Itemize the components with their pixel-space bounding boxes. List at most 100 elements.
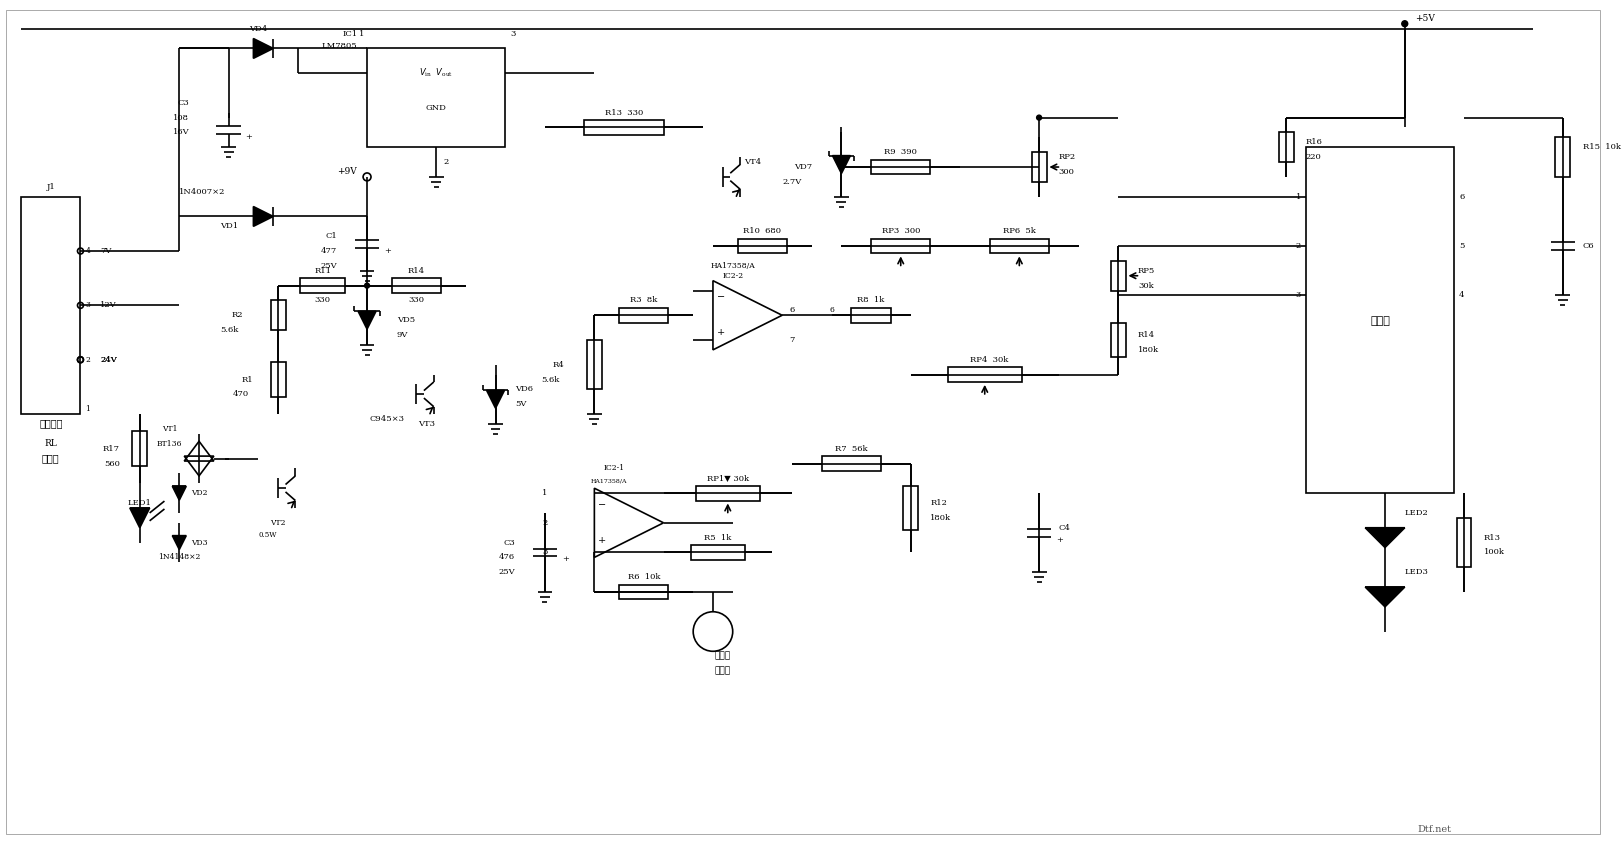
Text: 1N4007×2: 1N4007×2 [179, 187, 226, 196]
Text: GND: GND [425, 104, 446, 111]
Bar [1307, 147, 1454, 493]
Text: LED3: LED3 [1406, 568, 1428, 576]
Text: VD5: VD5 [396, 316, 415, 324]
Polygon shape [359, 311, 377, 329]
Text: 1: 1 [359, 30, 365, 38]
Text: −: − [717, 294, 725, 302]
Bar [618, 585, 669, 599]
Text: 5: 5 [1459, 242, 1464, 250]
Bar [738, 239, 787, 253]
Text: 477: 477 [321, 247, 338, 255]
Text: 电热丝: 电热丝 [42, 454, 60, 463]
Text: C3: C3 [177, 99, 190, 107]
Bar [872, 160, 930, 175]
Text: 4: 4 [1459, 291, 1464, 300]
Text: 25V: 25V [498, 568, 514, 576]
Text: R3  8k: R3 8k [630, 296, 657, 305]
Text: 1: 1 [1295, 192, 1302, 201]
Polygon shape [172, 536, 187, 549]
Text: 100k: 100k [1483, 549, 1505, 556]
Text: R14: R14 [1138, 331, 1156, 339]
Text: VT2: VT2 [271, 519, 286, 527]
Polygon shape [253, 207, 273, 226]
Text: C6: C6 [1582, 242, 1594, 250]
Text: LED2: LED2 [1406, 509, 1428, 517]
Text: +: + [245, 133, 253, 141]
Text: LM7805: LM7805 [321, 42, 357, 51]
Bar [948, 367, 1022, 382]
Text: 2: 2 [542, 519, 547, 527]
Bar [904, 486, 919, 530]
Bar [691, 545, 745, 560]
Text: 24V: 24V [101, 355, 117, 364]
Polygon shape [130, 508, 149, 528]
Text: 16V: 16V [172, 128, 190, 137]
Polygon shape [172, 486, 187, 500]
Text: RP3  300: RP3 300 [881, 227, 920, 235]
Text: Dtf.net: Dtf.net [1417, 825, 1451, 834]
Bar [133, 431, 148, 466]
Text: 6: 6 [1459, 192, 1464, 201]
Text: 25V: 25V [321, 262, 338, 270]
Text: 2: 2 [1295, 242, 1302, 250]
Text: HA17358/A: HA17358/A [591, 479, 628, 484]
Text: RP2: RP2 [1058, 153, 1076, 161]
Text: C945×3: C945×3 [370, 415, 404, 423]
Bar [367, 48, 505, 147]
Polygon shape [1365, 587, 1406, 607]
Polygon shape [1365, 528, 1406, 548]
Text: 300: 300 [1058, 168, 1074, 176]
Text: 传感器: 传感器 [714, 667, 730, 675]
Text: R13: R13 [1483, 533, 1501, 542]
Text: IC1: IC1 [342, 30, 357, 38]
Text: R10  680: R10 680 [743, 227, 781, 235]
Text: IC2-1: IC2-1 [604, 464, 625, 473]
Text: R9  390: R9 390 [885, 149, 917, 156]
Text: R6  10k: R6 10k [628, 573, 661, 582]
Text: 180k: 180k [930, 514, 951, 522]
Bar [1110, 261, 1126, 290]
Text: $V_\mathregular{in}$  $V_\mathregular{out}$: $V_\mathregular{in}$ $V_\mathregular{out… [419, 67, 453, 79]
Text: IC2-2: IC2-2 [722, 272, 743, 279]
Text: 2: 2 [86, 355, 91, 364]
Text: 3: 3 [86, 301, 91, 310]
Text: R8  1k: R8 1k [857, 296, 885, 305]
Text: 6: 6 [829, 306, 834, 314]
Text: VD1: VD1 [219, 222, 237, 230]
Bar [990, 239, 1048, 253]
Bar [618, 308, 669, 322]
Text: +9V: +9V [338, 167, 357, 176]
Text: R15  10k: R15 10k [1582, 143, 1621, 151]
Bar [852, 308, 891, 322]
Text: 3: 3 [1295, 291, 1302, 300]
Text: 180k: 180k [1138, 346, 1159, 354]
Text: −: − [599, 501, 607, 510]
Polygon shape [487, 391, 505, 408]
Text: +: + [385, 246, 391, 255]
Text: 2.7V: 2.7V [782, 178, 802, 186]
Text: 9V: 9V [396, 331, 407, 339]
Text: 220: 220 [1307, 153, 1321, 161]
Text: R16: R16 [1307, 138, 1323, 146]
Text: 470: 470 [232, 390, 248, 398]
Text: VD3: VD3 [192, 538, 208, 547]
Text: VT1: VT1 [162, 425, 177, 433]
Text: RP4  30k: RP4 30k [971, 355, 1010, 364]
Text: 热电偶: 热电偶 [714, 652, 730, 661]
Bar [391, 279, 441, 293]
Circle shape [1037, 115, 1042, 120]
Polygon shape [833, 155, 850, 174]
Text: R12: R12 [930, 499, 948, 507]
Text: R4: R4 [553, 360, 565, 369]
Text: 0.5W: 0.5W [260, 531, 278, 538]
Bar [1110, 322, 1126, 357]
Text: 4: 4 [86, 247, 91, 255]
Bar [821, 456, 881, 471]
Text: 5.6k: 5.6k [221, 326, 239, 334]
Text: +: + [1057, 536, 1063, 544]
Text: 2: 2 [443, 158, 448, 166]
Text: BT136: BT136 [157, 440, 182, 448]
Text: VD2: VD2 [192, 490, 208, 497]
Bar [1555, 138, 1571, 177]
Text: R13  330: R13 330 [605, 109, 643, 116]
